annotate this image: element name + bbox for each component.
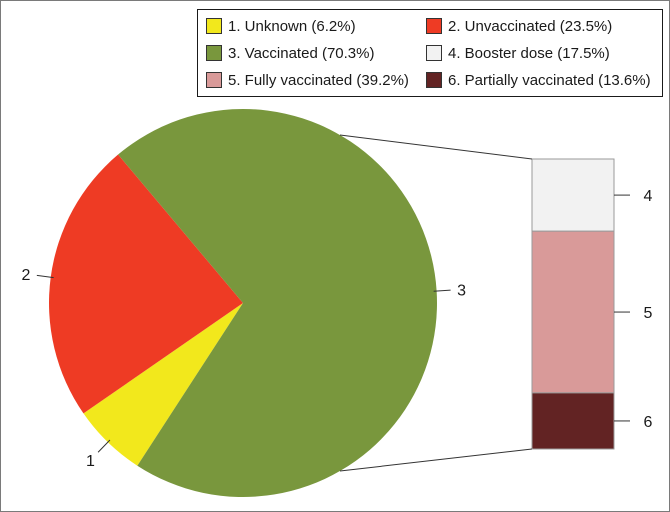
legend-item-unknown: 1. Unknown (6.2%) [206,16,356,36]
bar-label-4: 4 [644,188,653,205]
connector-line-bottom [339,448,533,472]
legend-swatch-unknown [206,18,222,34]
legend-item-booster-dose: 4. Booster dose (17.5%) [426,43,610,63]
legend-label-booster-dose: 4. Booster dose (17.5%) [448,44,610,62]
pie-label-1: 1 [86,453,95,470]
legend-swatch-unvaccinated [426,18,442,34]
legend-swatch-fully-vaccinated [206,72,222,88]
pie-slice-2 [49,154,244,414]
pie-leader-3 [433,289,451,292]
pie-slice-3 [118,108,437,497]
legend-item-partially-vaccinated: 6. Partially vaccinated (13.6%) [426,70,651,90]
legend-item-fully-vaccinated: 5. Fully vaccinated (39.2%) [206,70,409,90]
pie-slice-1 [83,303,243,466]
pie-label-2: 2 [21,267,30,284]
legend-item-vaccinated: 3. Vaccinated (70.3%) [206,43,374,63]
legend-label-vaccinated: 3. Vaccinated (70.3%) [228,44,375,62]
legend-swatch-booster-dose [426,45,442,61]
legend-label-unvaccinated: 2. Unvaccinated (23.5%) [448,17,613,35]
legend-label-partially-vaccinated: 6. Partially vaccinated (13.6%) [448,71,651,89]
bar-segment-6 [531,392,615,450]
bar-segment-4 [531,158,615,232]
legend-item-unvaccinated: 2. Unvaccinated (23.5%) [426,16,612,36]
legend: 1. Unknown (6.2%) 2. Unvaccinated (23.5%… [197,9,663,97]
pie-leader-2 [36,274,54,279]
connector-line-top [339,134,533,160]
bar-segment-5 [531,230,615,394]
pie-label-3: 3 [457,282,466,299]
legend-label-unknown: 1. Unknown (6.2%) [228,17,356,35]
pie-leader-1 [97,439,111,453]
legend-swatch-partially-vaccinated [426,72,442,88]
bar-label-6: 6 [644,414,653,431]
bar-label-5: 5 [644,305,653,322]
legend-label-fully-vaccinated: 5. Fully vaccinated (39.2%) [228,71,409,89]
legend-swatch-vaccinated [206,45,222,61]
